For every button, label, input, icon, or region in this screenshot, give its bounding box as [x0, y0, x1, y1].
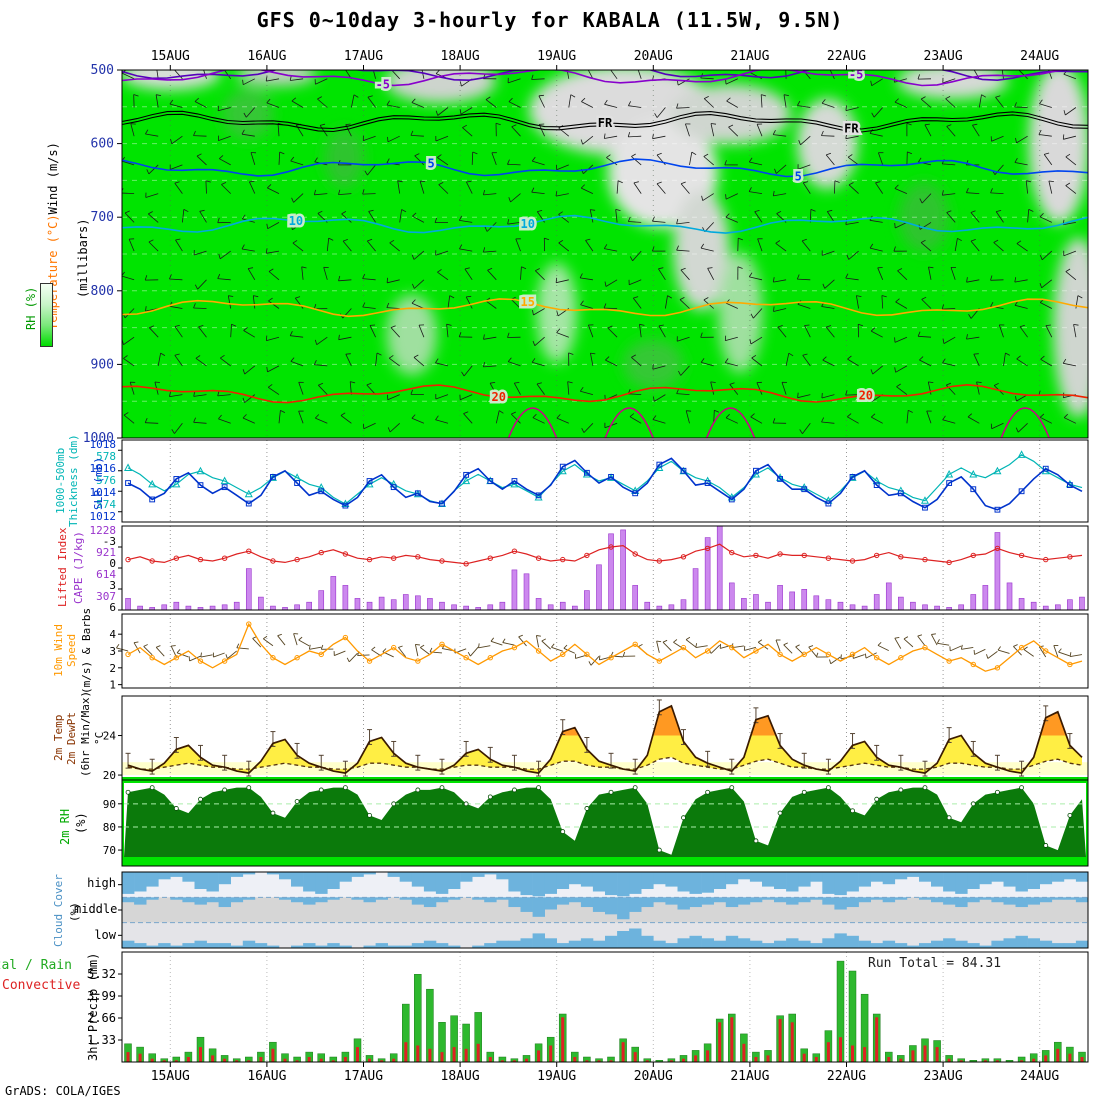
- svg-text:1012: 1012: [90, 510, 117, 523]
- svg-text:1228: 1228: [90, 524, 117, 537]
- run-total: Run Total = 84.31: [868, 956, 1002, 971]
- rh-colorbar: [40, 283, 53, 347]
- cape-axis-label: CAPE (J/kg): [72, 531, 85, 604]
- svg-text:24AUG: 24AUG: [1020, 49, 1059, 64]
- cloud-row-high-label: high: [87, 876, 116, 890]
- svg-text:5: 5: [795, 169, 802, 183]
- svg-text:1000: 1000: [83, 431, 114, 446]
- svg-text:3: 3: [109, 579, 116, 592]
- svg-text:90: 90: [103, 798, 116, 811]
- svg-text:5.32: 5.32: [87, 967, 116, 981]
- svg-text:24AUG: 24AUG: [1020, 1069, 1059, 1084]
- svg-text:1: 1: [109, 679, 116, 692]
- svg-text:0: 0: [109, 557, 116, 570]
- wind10m-axis-label-1: 10m Wind: [52, 624, 65, 677]
- svg-text:4: 4: [109, 628, 116, 641]
- svg-text:10: 10: [289, 214, 303, 228]
- wind-axis-label: Wind (m/s): [46, 142, 60, 215]
- svg-text:-3: -3: [103, 535, 116, 548]
- wind10m-axis-label-2: Speed: [65, 633, 78, 667]
- cloud-cover-axis-label: Cloud Cover: [52, 874, 65, 947]
- svg-text:1018: 1018: [90, 438, 117, 451]
- svg-text:20: 20: [859, 388, 873, 402]
- minmax-axis-label: (6hr Min/Max): [79, 690, 92, 777]
- svg-text:18AUG: 18AUG: [441, 1069, 480, 1084]
- svg-text:3.99: 3.99: [87, 989, 116, 1003]
- svg-text:16AUG: 16AUG: [247, 49, 286, 64]
- svg-text:2: 2: [109, 662, 116, 675]
- svg-text:900: 900: [91, 357, 114, 372]
- svg-text:21AUG: 21AUG: [730, 1069, 769, 1084]
- svg-text:-5: -5: [849, 67, 863, 81]
- svg-text:800: 800: [91, 284, 114, 299]
- lifted-index-axis-label: Lifted Index: [56, 527, 69, 607]
- svg-text:15AUG: 15AUG: [151, 1069, 190, 1084]
- dewpt2m-axis-label: 2m DewPt: [65, 712, 78, 765]
- svg-text:2.66: 2.66: [87, 1011, 116, 1025]
- svg-text:5: 5: [428, 156, 435, 170]
- svg-text:20AUG: 20AUG: [634, 49, 673, 64]
- svg-text:15AUG: 15AUG: [151, 49, 190, 64]
- svg-text:307: 307: [96, 590, 116, 603]
- cloud-row-middle-label: middle: [74, 902, 118, 916]
- svg-text:20: 20: [492, 390, 506, 404]
- thickness-axis-label-2: Thickness (dm): [67, 434, 80, 527]
- cloud-row-low-label: low: [94, 928, 116, 942]
- degc-axis-label: °C: [93, 731, 106, 745]
- millibars-axis-label: (millibars): [76, 218, 90, 298]
- svg-text:21AUG: 21AUG: [730, 49, 769, 64]
- svg-text:3: 3: [109, 645, 116, 658]
- svg-text:24: 24: [103, 730, 117, 743]
- thickness-axis-label-1: 1000-500mb: [54, 447, 67, 514]
- svg-text:17AUG: 17AUG: [344, 1069, 383, 1084]
- svg-text:FR: FR: [844, 122, 859, 136]
- svg-text:19AUG: 19AUG: [537, 1069, 576, 1084]
- svg-text:921: 921: [96, 546, 116, 559]
- precip-total-legend: Total / Rain: [0, 958, 72, 973]
- rh-legend-label: RH (%): [24, 286, 38, 330]
- svg-text:16AUG: 16AUG: [247, 1069, 286, 1084]
- wind10m-axis-label-3: (m/s) & Barbs: [80, 607, 93, 694]
- svg-text:FR: FR: [598, 116, 613, 130]
- svg-text:6: 6: [109, 601, 116, 614]
- svg-text:578: 578: [96, 450, 116, 463]
- svg-text:1.33: 1.33: [87, 1033, 116, 1047]
- svg-text:20: 20: [103, 769, 116, 782]
- slp-axis-label: SLP (mb): [92, 457, 105, 510]
- svg-text:1016: 1016: [90, 462, 117, 475]
- svg-text:700: 700: [91, 210, 114, 225]
- svg-text:20AUG: 20AUG: [634, 1069, 673, 1084]
- svg-text:500: 500: [91, 63, 114, 78]
- svg-text:1014: 1014: [90, 486, 117, 499]
- svg-text:576: 576: [96, 474, 116, 487]
- svg-text:22AUG: 22AUG: [827, 49, 866, 64]
- page-title: GFS 0~10day 3-hourly for KABALA (11.5W, …: [256, 8, 844, 32]
- svg-text:22AUG: 22AUG: [827, 1069, 866, 1084]
- svg-text:18AUG: 18AUG: [441, 49, 480, 64]
- credit-text: GrADS: COLA/IGES: [5, 1084, 121, 1098]
- svg-text:600: 600: [91, 137, 114, 152]
- precip-convective-legend: Convective: [2, 978, 81, 993]
- svg-text:70: 70: [103, 844, 116, 857]
- svg-text:19AUG: 19AUG: [537, 49, 576, 64]
- precip-axis-label: 3hr Precip (mm): [86, 952, 100, 1061]
- temp2m-axis-label: 2m Temp: [52, 714, 65, 761]
- svg-text:574: 574: [96, 498, 116, 511]
- rh2m-pct-axis-label: (%): [74, 812, 88, 834]
- svg-text:80: 80: [103, 821, 116, 834]
- svg-text:23AUG: 23AUG: [924, 49, 963, 64]
- svg-text:17AUG: 17AUG: [344, 49, 383, 64]
- svg-text:614: 614: [96, 568, 116, 581]
- svg-text:23AUG: 23AUG: [924, 1069, 963, 1084]
- svg-text:10: 10: [520, 217, 534, 231]
- svg-text:-5: -5: [376, 77, 390, 91]
- rh2m-axis-label: 2m RH: [58, 808, 72, 845]
- svg-text:15: 15: [520, 295, 534, 309]
